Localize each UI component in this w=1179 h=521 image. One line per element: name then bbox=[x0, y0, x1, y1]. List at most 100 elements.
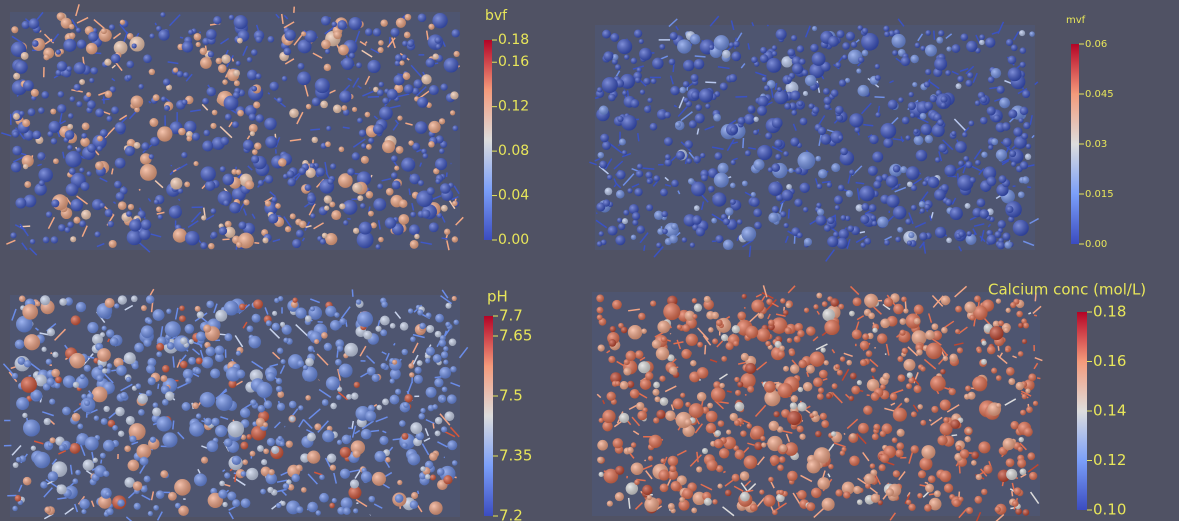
pore-shade bbox=[833, 195, 843, 205]
pore-shade bbox=[403, 84, 414, 94]
pore-shade bbox=[257, 179, 264, 186]
pore-shade bbox=[860, 242, 866, 248]
pore-shade bbox=[13, 72, 21, 80]
throat bbox=[774, 82, 778, 91]
throat bbox=[980, 229, 985, 242]
pore-shade bbox=[336, 345, 344, 352]
pore-shade bbox=[79, 220, 86, 227]
pore-shade bbox=[402, 40, 408, 47]
pore-shade bbox=[147, 377, 156, 386]
pore-shade bbox=[409, 173, 420, 185]
pore-shade bbox=[177, 188, 184, 194]
pore-shade bbox=[374, 450, 386, 463]
throat bbox=[669, 75, 674, 85]
pore-shade bbox=[816, 183, 823, 190]
pore-shade bbox=[799, 58, 806, 65]
pore-shade bbox=[836, 30, 845, 39]
pore-shade bbox=[714, 152, 723, 160]
pore-shade bbox=[946, 46, 952, 52]
pore-shade bbox=[14, 339, 25, 350]
pore-shade bbox=[901, 116, 910, 125]
pore-shade bbox=[224, 220, 232, 228]
pore-shade bbox=[677, 39, 692, 54]
pore-shade bbox=[971, 451, 979, 459]
pore-shade bbox=[341, 434, 352, 445]
throat bbox=[448, 200, 456, 210]
pore-shade bbox=[783, 151, 789, 157]
pore-shade bbox=[741, 180, 748, 187]
pore-shade bbox=[917, 404, 923, 410]
pore-shade bbox=[924, 44, 937, 57]
pore-shade bbox=[964, 203, 971, 209]
pore-shade bbox=[224, 472, 231, 479]
pore-shade bbox=[796, 45, 804, 53]
pore-shade bbox=[923, 81, 931, 88]
pore-shade bbox=[420, 407, 426, 414]
pore-shade bbox=[210, 208, 217, 214]
pore-shade bbox=[441, 426, 448, 433]
pore-shade bbox=[210, 231, 218, 239]
pore-shade bbox=[40, 295, 51, 306]
pore-shade bbox=[874, 63, 880, 69]
throat bbox=[324, 161, 328, 174]
pore-shade bbox=[155, 490, 165, 499]
pore-shade bbox=[443, 475, 453, 485]
pore-shade bbox=[408, 224, 420, 236]
pore-shade bbox=[618, 223, 626, 231]
pore-shade bbox=[690, 74, 699, 82]
pore-shade bbox=[66, 66, 72, 72]
pore-shade bbox=[712, 338, 719, 345]
pore-shade bbox=[857, 25, 863, 31]
pore-shade bbox=[632, 219, 639, 226]
pore-shade bbox=[47, 471, 59, 482]
pore-shade bbox=[919, 232, 928, 241]
pore-shade bbox=[106, 329, 115, 338]
pore-shade bbox=[394, 54, 403, 62]
throat bbox=[112, 32, 122, 40]
pore-shade bbox=[795, 167, 803, 175]
throat bbox=[62, 151, 65, 159]
pore-shade bbox=[924, 203, 931, 211]
pore-shade bbox=[797, 232, 803, 238]
pore-shade bbox=[888, 30, 895, 37]
pore-shade bbox=[63, 38, 77, 52]
pore-shade bbox=[883, 25, 890, 32]
pore-shade bbox=[439, 148, 445, 154]
throat bbox=[859, 389, 864, 393]
pore-shade bbox=[292, 238, 302, 249]
pore-shade bbox=[435, 43, 442, 50]
pore-shade bbox=[650, 78, 657, 84]
pore-shade bbox=[615, 190, 625, 199]
pore-shade bbox=[412, 142, 421, 151]
pore-shade bbox=[342, 109, 350, 116]
pore-shade bbox=[114, 180, 122, 189]
throat bbox=[855, 235, 868, 244]
pore-shade bbox=[837, 184, 845, 192]
throat bbox=[289, 138, 302, 142]
pore-shade bbox=[966, 230, 972, 237]
pore-shade bbox=[413, 374, 423, 384]
pore-shade bbox=[635, 170, 644, 178]
pore-shade bbox=[379, 435, 389, 445]
pore-shade bbox=[222, 173, 235, 186]
pore-shade bbox=[420, 466, 426, 472]
pore-shade bbox=[905, 218, 912, 225]
pore-shade bbox=[447, 394, 457, 404]
pore-shade bbox=[413, 79, 423, 89]
pore-shade bbox=[277, 391, 285, 398]
pore-shade bbox=[804, 74, 817, 87]
pore-shade bbox=[765, 132, 773, 140]
throat bbox=[441, 215, 446, 223]
pore-shade bbox=[19, 110, 25, 117]
pore-shade bbox=[145, 389, 153, 397]
pore-shade bbox=[993, 114, 1001, 122]
pore-shade bbox=[759, 54, 769, 63]
pore-shade bbox=[50, 108, 57, 115]
pore-shade bbox=[320, 15, 331, 26]
pore-shade bbox=[351, 392, 359, 400]
pore-shade bbox=[422, 153, 428, 159]
pore-shade bbox=[168, 205, 182, 219]
pore-shade bbox=[106, 115, 113, 122]
pore-shade bbox=[363, 330, 373, 340]
pore-shade bbox=[24, 181, 32, 188]
